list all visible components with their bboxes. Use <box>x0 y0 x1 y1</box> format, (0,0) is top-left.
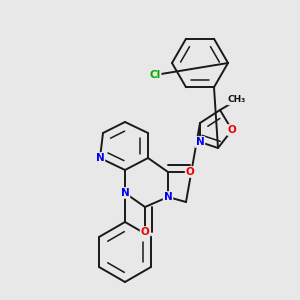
Text: O: O <box>186 167 194 177</box>
Text: Cl: Cl <box>149 70 161 80</box>
Text: O: O <box>228 125 236 135</box>
Text: N: N <box>96 153 104 163</box>
Text: N: N <box>121 188 129 198</box>
Text: O: O <box>141 227 149 237</box>
Text: N: N <box>196 137 204 147</box>
Text: CH₃: CH₃ <box>228 95 246 104</box>
Text: N: N <box>164 192 172 202</box>
